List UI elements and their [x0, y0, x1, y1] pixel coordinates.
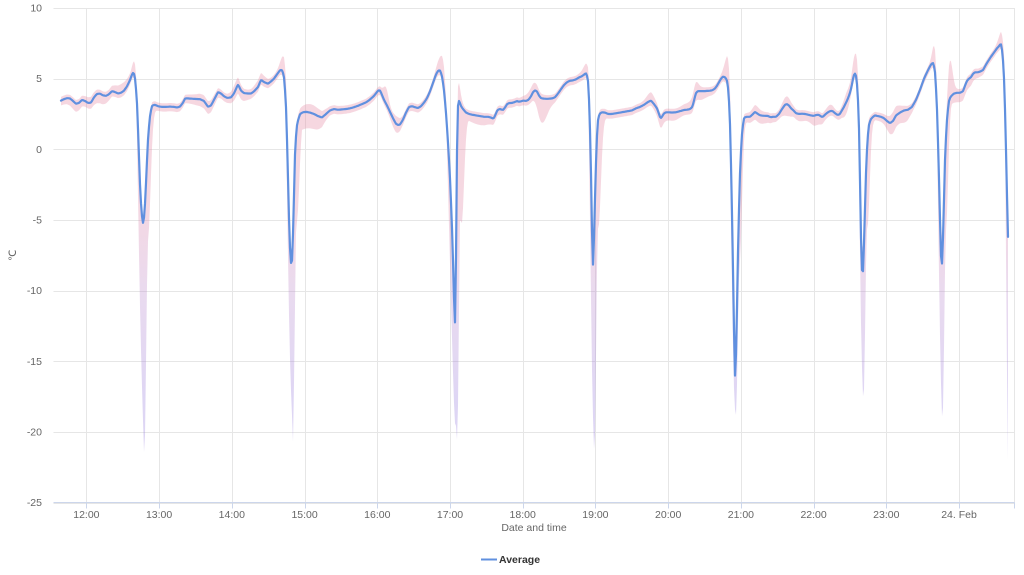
svg-text:10: 10	[30, 3, 42, 15]
svg-text:-5: -5	[33, 215, 42, 227]
svg-text:23:00: 23:00	[873, 509, 899, 521]
svg-text:5: 5	[36, 73, 42, 85]
svg-text:-10: -10	[27, 285, 42, 297]
svg-text:14:00: 14:00	[219, 509, 245, 521]
svg-text:-25: -25	[27, 497, 42, 509]
svg-text:17:00: 17:00	[437, 509, 463, 521]
svg-text:22:00: 22:00	[800, 509, 826, 521]
svg-text:℃: ℃	[8, 250, 19, 261]
svg-text:0: 0	[36, 144, 42, 156]
svg-text:16:00: 16:00	[364, 509, 390, 521]
svg-text:12:00: 12:00	[73, 509, 99, 521]
svg-text:24. Feb: 24. Feb	[941, 509, 977, 521]
svg-text:18:00: 18:00	[510, 509, 536, 521]
svg-text:13:00: 13:00	[146, 509, 172, 521]
svg-text:15:00: 15:00	[291, 509, 317, 521]
svg-text:19:00: 19:00	[582, 509, 608, 521]
svg-text:Date and time: Date and time	[501, 522, 567, 534]
svg-text:-20: -20	[27, 427, 42, 439]
svg-text:-15: -15	[27, 356, 42, 368]
svg-text:Average: Average	[499, 554, 540, 566]
svg-text:21:00: 21:00	[728, 509, 754, 521]
svg-text:20:00: 20:00	[655, 509, 681, 521]
